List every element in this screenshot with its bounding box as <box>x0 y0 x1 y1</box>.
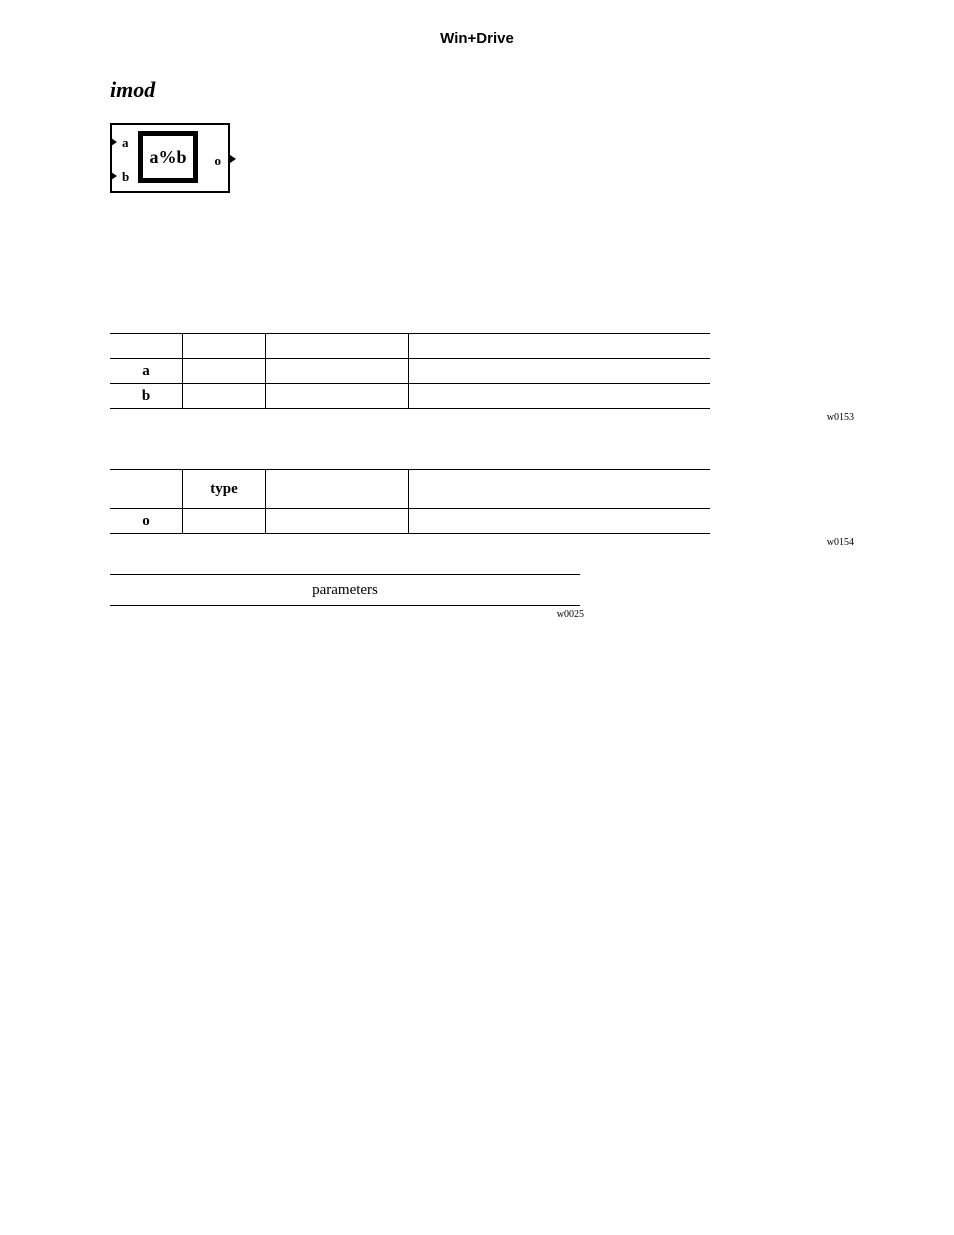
table-header-cell <box>110 334 183 359</box>
table-code-label: w0153 <box>827 412 854 423</box>
table-header-cell <box>266 334 409 359</box>
table-header-cell <box>183 334 266 359</box>
table-row: b <box>110 384 710 409</box>
table-header-cell <box>110 470 183 509</box>
table-cell <box>409 509 711 534</box>
inputs-table: a b <box>110 333 710 409</box>
output-arrow-icon <box>230 155 236 163</box>
table-cell <box>183 509 266 534</box>
document-page: Win+Drive imod a b a%b o a <box>0 0 954 1235</box>
block-inner-label: a%b <box>149 147 186 168</box>
outputs-table-wrap: type o w0154 <box>110 469 844 534</box>
table-code-label: w0154 <box>827 537 854 548</box>
table-header-cell <box>409 470 711 509</box>
parameters-cell: parameters <box>110 575 580 606</box>
table-cell <box>183 359 266 384</box>
input-arrow-a-icon <box>111 138 117 146</box>
table-cell: o <box>110 509 183 534</box>
input-arrow-b-icon <box>111 172 117 180</box>
outputs-table: type o <box>110 469 710 534</box>
table-cell <box>409 359 711 384</box>
table-header-cell <box>266 470 409 509</box>
parameters-table-wrap: parameters w0025 <box>110 574 580 606</box>
table-row: a <box>110 359 710 384</box>
table-row: o <box>110 509 710 534</box>
table-row: parameters <box>110 575 580 606</box>
table-header-cell <box>409 334 711 359</box>
table-cell <box>266 509 409 534</box>
table-header-cell: type <box>183 470 266 509</box>
block-inner-box: a%b <box>138 131 198 183</box>
table-header-row <box>110 334 710 359</box>
table-code-label: w0025 <box>557 609 584 620</box>
pin-label-b: b <box>122 169 129 185</box>
block-diagram: a b a%b o <box>110 123 230 193</box>
table-cell <box>409 384 711 409</box>
table-cell: a <box>110 359 183 384</box>
pin-label-a: a <box>122 135 129 151</box>
table-cell <box>183 384 266 409</box>
table-cell <box>266 359 409 384</box>
inputs-table-wrap: a b w0153 <box>110 333 844 409</box>
table-header-row: type <box>110 470 710 509</box>
pin-label-o: o <box>215 153 222 169</box>
table-cell <box>266 384 409 409</box>
page-header: Win+Drive <box>110 30 844 47</box>
parameters-table: parameters <box>110 574 580 606</box>
table-cell: b <box>110 384 183 409</box>
section-title: imod <box>110 77 844 103</box>
